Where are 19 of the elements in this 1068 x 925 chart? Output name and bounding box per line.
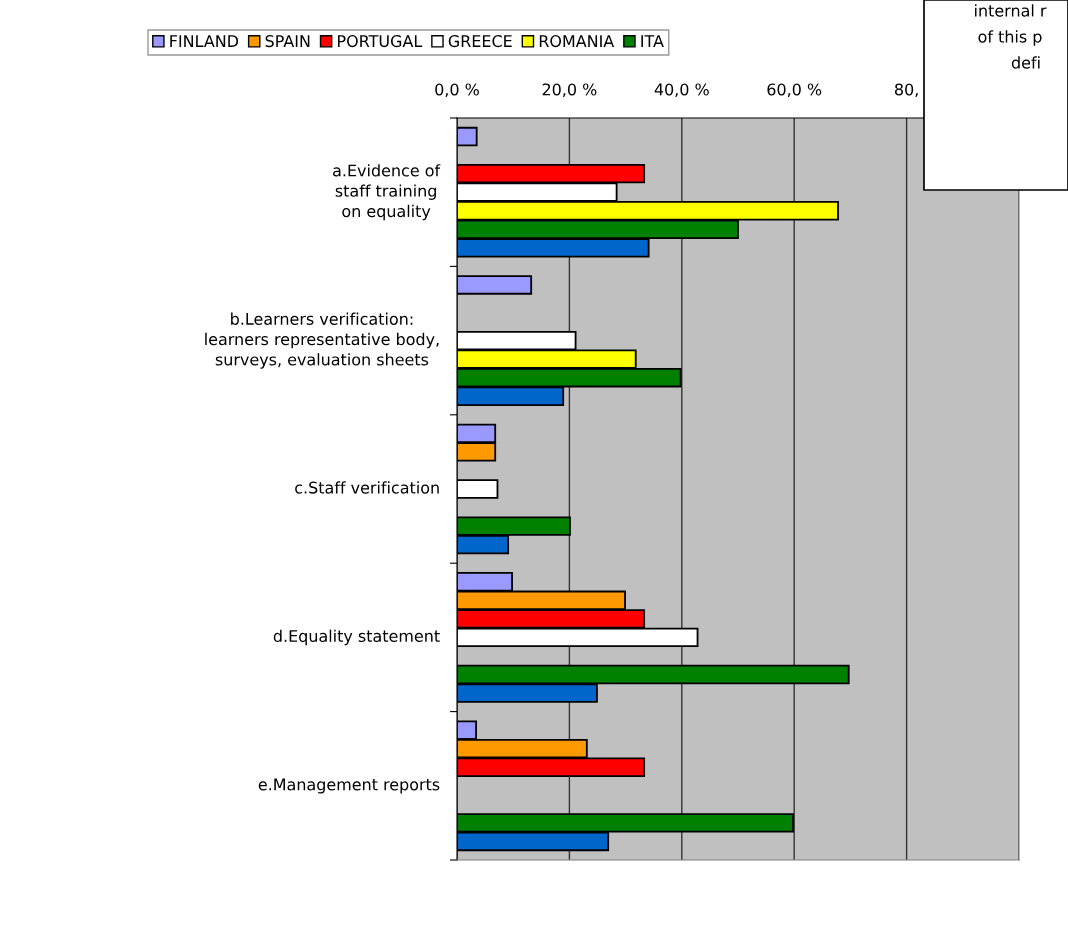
text: of this p — [978, 30, 1042, 46]
x-tick-label: 20,0 % — [542, 83, 597, 98]
y-tick-label: d.Equality statement — [273, 629, 440, 646]
legend-label: ROMANIA — [539, 35, 615, 48]
x-tick-label: 60,0 % — [767, 83, 822, 98]
y-tick-label: c.Staff verification — [295, 481, 439, 494]
legend-label: PORTUGAL — [338, 35, 423, 48]
legend-label: ITA — [641, 35, 664, 47]
x-tick-label: 0,0 % — [435, 83, 479, 98]
y-tick-label: b.Learners verification: learners representative body, surveys, evaluation sheets — [205, 312, 439, 369]
legend-label: GREECE — [448, 35, 512, 48]
text: defi — [1011, 56, 1040, 69]
text: internal r — [975, 4, 1047, 17]
legend-label: SPAIN — [265, 35, 310, 48]
x-tick-label: 40,0 % — [654, 83, 709, 98]
y-tick-label: a.Evidence of staff training on equality — [333, 164, 441, 221]
legend-label: FINLAND — [170, 35, 239, 47]
y-tick-label: e.Management reports — [258, 778, 440, 794]
x-tick-label: 80, — [894, 83, 918, 98]
